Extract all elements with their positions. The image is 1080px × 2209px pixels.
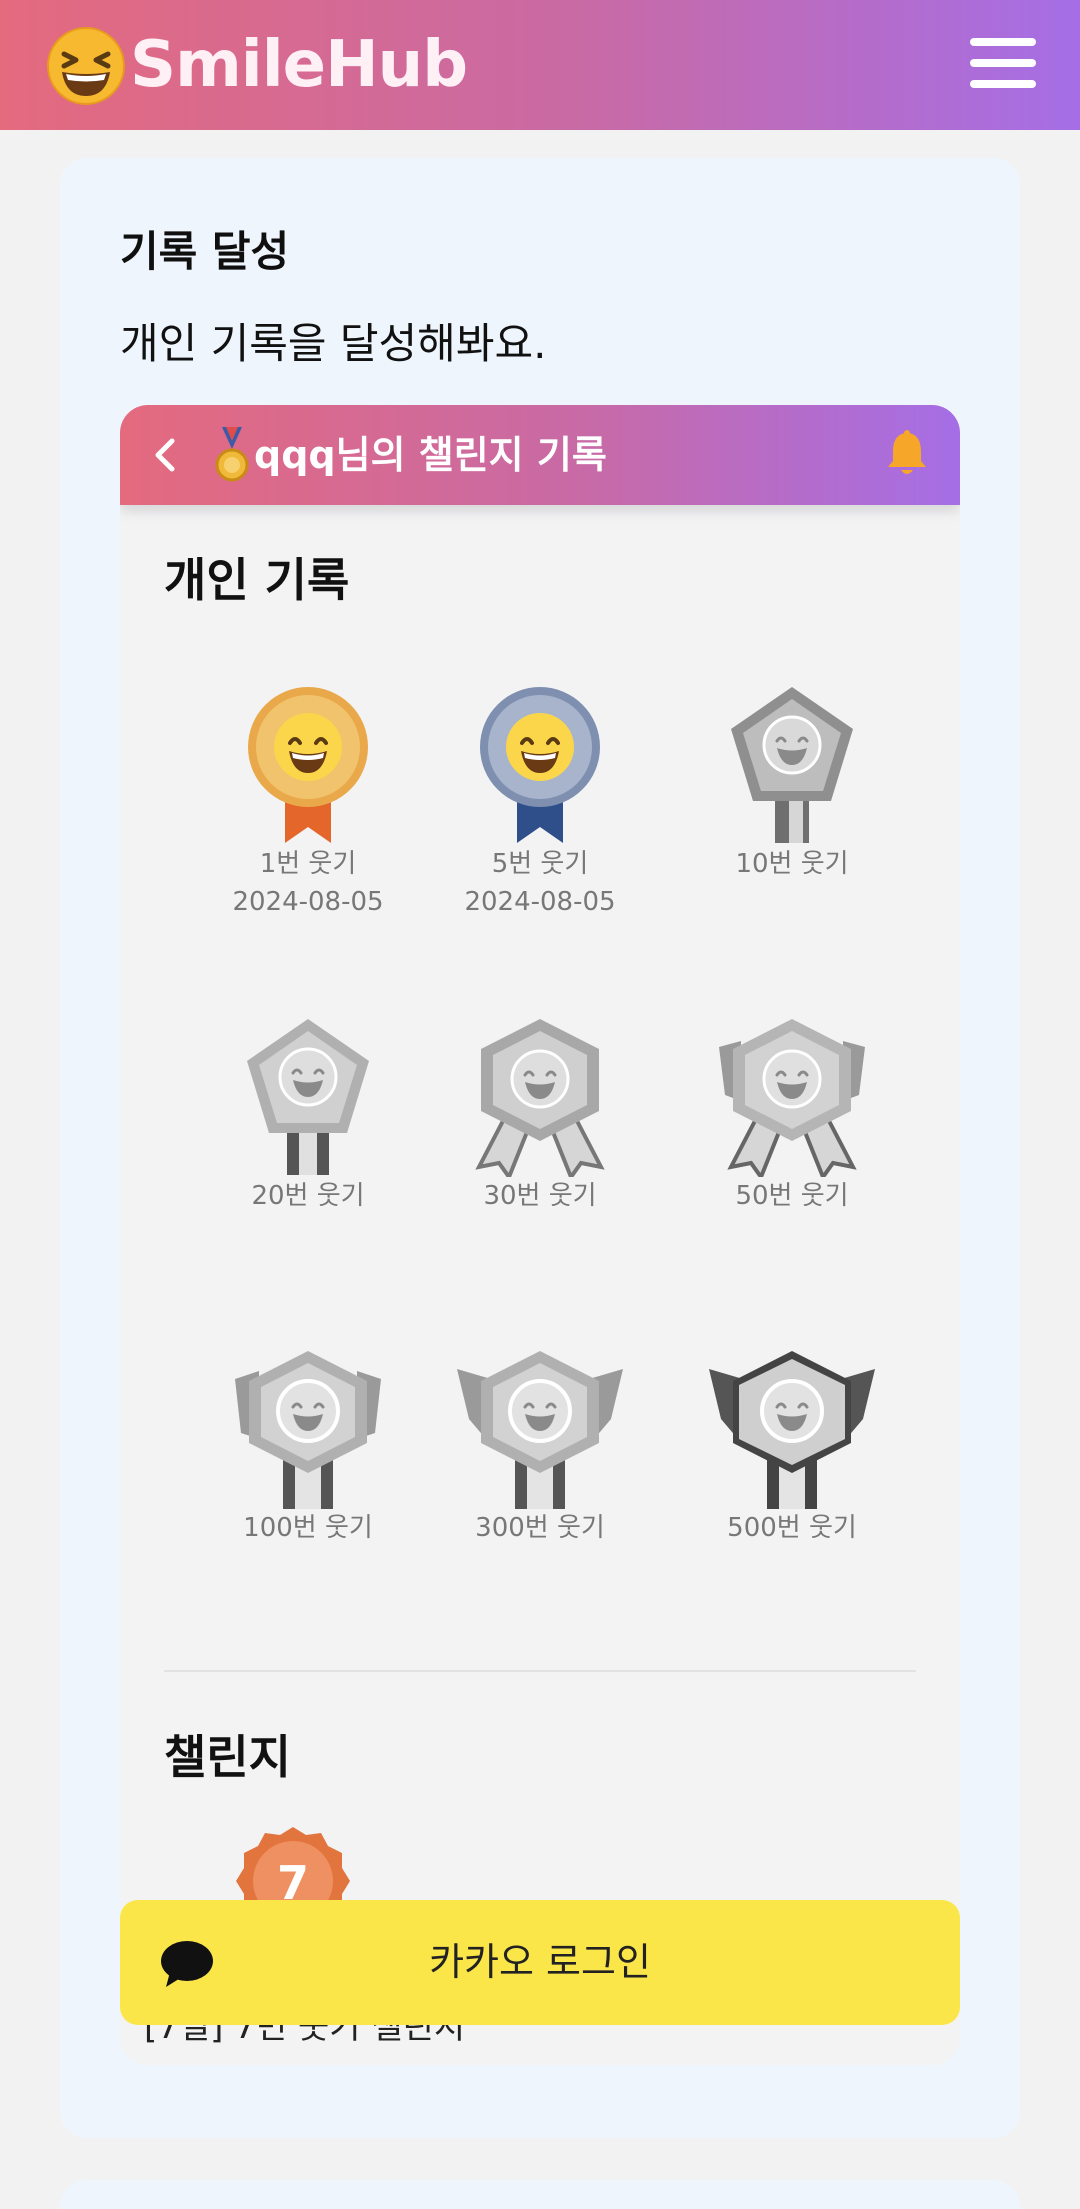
locked-hexagon-medal-icon [475, 1019, 605, 1177]
badge-100[interactable]: 100번 웃기 [208, 1349, 408, 1547]
locked-winged-medal-icon [719, 1019, 865, 1177]
badge-date: 2024-08-05 [464, 887, 616, 917]
grinning-squinting-face-icon[interactable] [46, 26, 126, 106]
speech-bubble-icon [161, 1941, 213, 1987]
chevron-left-icon[interactable] [150, 435, 180, 475]
locked-winged-medal-icon [457, 1351, 623, 1509]
hamburger-menu-icon[interactable] [970, 34, 1036, 92]
section-divider [164, 1670, 916, 1672]
badge-label: 20번 웃기 [251, 1181, 365, 1211]
next-card [60, 2180, 1020, 2209]
badge-date: 2024-08-05 [232, 887, 384, 917]
preview-title: qqq님의 챌린지 기록 [254, 433, 607, 477]
challenge-preview: qqq님의 챌린지 기록 개인 기록 1번 웃기 2024-08-05 [120, 405, 960, 2065]
kakao-login-label: 카카오 로그인 [429, 1940, 651, 1984]
locked-pentagon-medal-icon [247, 1019, 369, 1175]
badge-10[interactable]: 10번 웃기 [692, 685, 892, 883]
badge-label: 300번 웃기 [475, 1513, 605, 1543]
bell-icon[interactable] [884, 429, 930, 479]
medal-icon [215, 427, 249, 482]
locked-winged-medal-icon [709, 1351, 875, 1509]
logo-text[interactable]: SmileHub [130, 28, 468, 102]
personal-records-heading: 개인 기록 [164, 553, 350, 607]
locked-pentagon-medal-icon [731, 687, 853, 843]
badge-30[interactable]: 30번 웃기 [440, 1017, 640, 1215]
badge-label: 30번 웃기 [483, 1181, 597, 1211]
badge-500[interactable]: 500번 웃기 [692, 1349, 892, 1547]
gold-medal-icon [248, 687, 368, 843]
preview-top-bar: qqq님의 챌린지 기록 [120, 405, 960, 505]
badge-label: 500번 웃기 [727, 1513, 857, 1543]
badge-label: 5번 웃기 [491, 849, 589, 879]
kakao-login-button[interactable]: 카카오 로그인 [120, 1900, 960, 2025]
badge-5[interactable]: 5번 웃기 2024-08-05 [440, 685, 640, 921]
card-description: 개인 기록을 달성해봐요. [120, 319, 547, 368]
badge-label: 50번 웃기 [735, 1181, 849, 1211]
silver-blue-medal-icon [480, 687, 600, 843]
challenge-heading: 챌린지 [164, 1730, 291, 1784]
badge-label: 1번 웃기 [259, 849, 357, 879]
card-title: 기록 달성 [120, 227, 290, 276]
badge-20[interactable]: 20번 웃기 [208, 1017, 408, 1215]
badge-label: 10번 웃기 [735, 849, 849, 879]
locked-winged-medal-icon [235, 1351, 381, 1509]
badge-50[interactable]: 50번 웃기 [692, 1017, 892, 1215]
app-header: SmileHub [0, 0, 1080, 130]
badge-300[interactable]: 300번 웃기 [440, 1349, 640, 1547]
badge-1[interactable]: 1번 웃기 2024-08-05 [208, 685, 408, 921]
badge-label: 100번 웃기 [243, 1513, 373, 1543]
